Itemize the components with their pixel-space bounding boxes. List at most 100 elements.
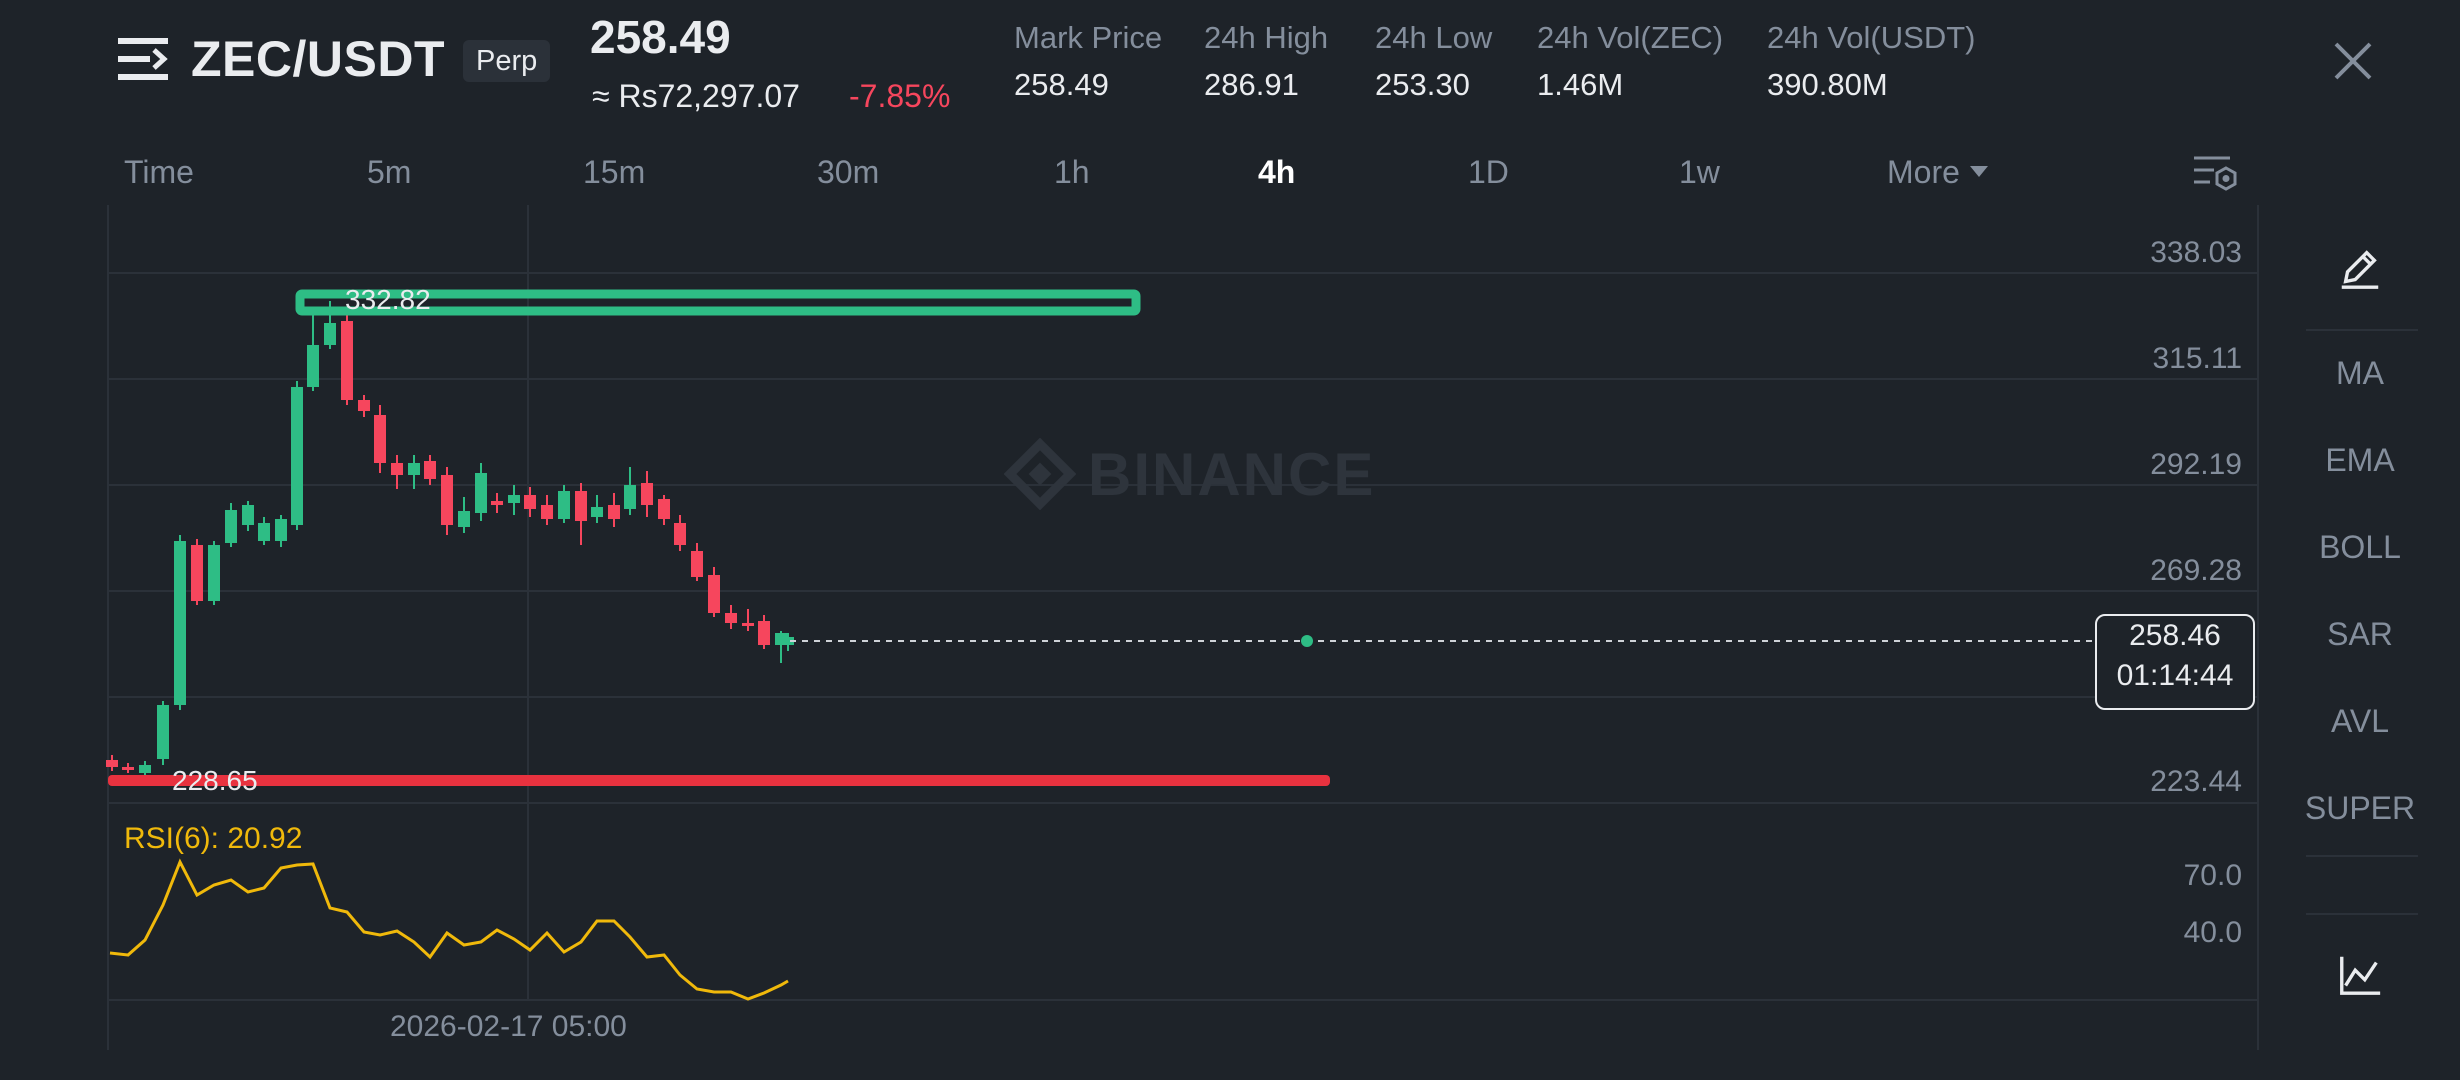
low-24h-value: 253.30	[1375, 67, 1470, 102]
pencil-icon[interactable]	[2300, 245, 2420, 301]
candle-body	[374, 415, 386, 463]
mark-price-label: Mark Price	[1014, 20, 1163, 55]
candle-body	[291, 387, 303, 525]
upper-level-line	[295, 289, 1141, 316]
candle-body	[408, 463, 420, 475]
candle-body	[275, 519, 287, 541]
high-24h-label: 24h High	[1204, 20, 1329, 55]
binance-logo-icon	[1003, 437, 1077, 511]
candle-body	[458, 511, 470, 527]
timeframe-1d[interactable]: 1D	[1468, 154, 1509, 190]
candle-body	[575, 491, 587, 521]
candle-countdown: 01:14:44	[2116, 659, 2234, 692]
indicator-sidebar: MA EMA BOLL SAR AVL SUPER	[2300, 205, 2460, 1080]
watermark-text: BINANCE	[1088, 441, 1376, 508]
chart-grid	[107, 205, 2259, 1050]
candle-body	[742, 623, 754, 626]
price-change-percent: -7.85%	[849, 78, 951, 114]
current-price-tag: 258.46 01:14:44	[2095, 614, 2255, 710]
vol-usdt-label: 24h Vol(USDT)	[1767, 20, 1976, 55]
candle-body	[341, 321, 353, 400]
price-axis-label: 315.11	[2152, 342, 2242, 375]
candle-body	[391, 463, 403, 475]
timeframe-more-button[interactable]: More	[1887, 154, 1988, 191]
last-price: 258.49	[590, 11, 731, 63]
chart-settings-icon[interactable]	[2190, 148, 2240, 198]
rsi-label: RSI(6): 20.92	[124, 822, 303, 855]
timeframe-1h[interactable]: 1h	[1054, 154, 1090, 190]
candle-body	[782, 637, 794, 645]
time-axis-label: 2026-02-17 05:00	[390, 1010, 627, 1043]
price-axis-label: 223.44	[2150, 765, 2242, 798]
candle-body	[541, 505, 553, 519]
timeframe-5m[interactable]: 5m	[367, 154, 412, 190]
lower-level-label: 228.65	[172, 765, 258, 796]
rsi-line	[109, 858, 789, 1001]
timeframe-time[interactable]: Time	[124, 154, 194, 190]
candle-body	[174, 541, 186, 705]
low-24h-label: 24h Low	[1375, 20, 1493, 55]
indicator-super[interactable]: SUPER	[2304, 790, 2416, 826]
candlestick-chart[interactable]: 332.82 228.65	[0, 205, 2290, 1080]
timeframe-4h[interactable]: 4h	[1258, 154, 1296, 190]
close-icon[interactable]	[2326, 34, 2380, 88]
line-chart-icon[interactable]	[2300, 951, 2420, 1007]
candle-body	[475, 473, 487, 513]
candle-body	[591, 507, 603, 517]
candle-body	[441, 475, 453, 525]
candle-body	[424, 461, 436, 479]
more-label: More	[1887, 154, 1960, 190]
candle-body	[524, 495, 536, 509]
mark-price-value: 258.49	[1014, 67, 1109, 102]
candle-body	[358, 400, 370, 411]
current-price-tag-value: 258.46	[2129, 619, 2221, 652]
candle-body	[208, 545, 220, 601]
indicator-avl[interactable]: AVL	[2330, 703, 2390, 739]
sidebar-divider	[2306, 329, 2418, 331]
candle-body	[508, 495, 520, 503]
candle-body	[258, 523, 270, 541]
rsi-axis-label: 70.0	[2183, 859, 2242, 892]
candle-body	[122, 767, 134, 770]
current-price-marker	[1301, 635, 1313, 647]
timeframe-30m[interactable]: 30m	[817, 154, 880, 190]
perp-badge: Perp	[463, 40, 551, 82]
price-axis-label: 292.19	[2150, 448, 2242, 481]
menu-icon[interactable]	[118, 36, 172, 82]
candle-body	[139, 765, 151, 773]
rsi-axis-label: 40.0	[2183, 916, 2242, 949]
caret-down-icon	[1969, 166, 1988, 178]
candle-body	[658, 499, 670, 519]
candle-body	[624, 485, 636, 509]
timeframe-15m[interactable]: 15m	[583, 154, 646, 190]
fiat-price: ≈ Rs72,297.07	[592, 78, 800, 114]
candle-body	[324, 323, 336, 345]
candle-body	[608, 505, 620, 519]
candle-body	[641, 483, 653, 505]
high-24h-value: 286.91	[1204, 67, 1299, 102]
timeframe-1w[interactable]: 1w	[1679, 154, 1720, 190]
upper-level-label: 332.82	[345, 284, 431, 315]
vol-usdt-value: 390.80M	[1767, 67, 1888, 102]
sidebar-divider	[2306, 855, 2418, 857]
candle-body	[307, 345, 319, 387]
indicator-boll[interactable]: BOLL	[2319, 529, 2401, 565]
candle-body	[242, 505, 254, 525]
pair-title[interactable]: ZEC/USDT	[191, 31, 445, 87]
vol-zec-label: 24h Vol(ZEC)	[1537, 20, 1724, 55]
candle-body	[725, 613, 737, 623]
lower-level-line	[108, 775, 1330, 786]
indicator-ma[interactable]: MA	[2336, 355, 2384, 391]
candle-body	[674, 523, 686, 545]
indicator-sar[interactable]: SAR	[2327, 616, 2393, 652]
indicator-ema[interactable]: EMA	[2325, 442, 2395, 478]
candle-body	[157, 705, 169, 759]
candle-body	[691, 551, 703, 577]
candle-body	[558, 491, 570, 519]
candle-body	[708, 575, 720, 613]
candles-group	[106, 301, 794, 775]
sidebar-divider	[2306, 913, 2418, 915]
candle-body	[106, 760, 118, 767]
price-axis-label: 269.28	[2150, 554, 2242, 587]
candle-body	[191, 545, 203, 601]
